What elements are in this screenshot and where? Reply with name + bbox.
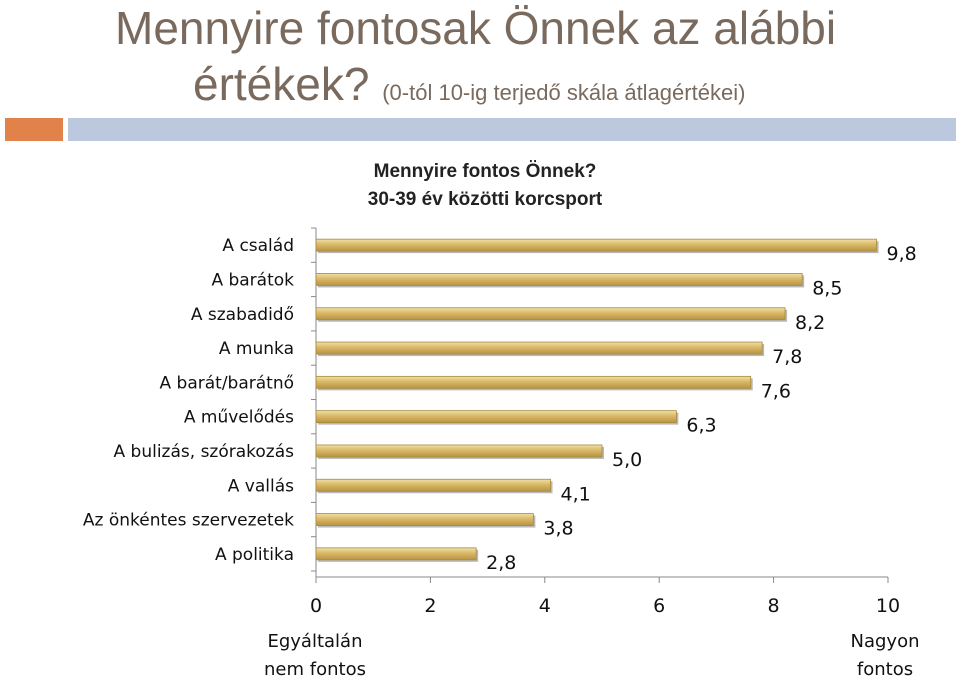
category-label: A vallás	[228, 476, 294, 496]
bar	[315, 238, 877, 252]
bar	[315, 547, 477, 561]
category-label: A bulizás, szórakozás	[114, 442, 295, 462]
bar	[315, 375, 752, 389]
value-label: 5,0	[612, 449, 642, 471]
title-line-1: Mennyire fontosak Önnek az alábbi	[115, 2, 837, 54]
value-label: 7,8	[772, 346, 802, 368]
title-question: értékek?	[193, 58, 370, 110]
category-label: A barátok	[211, 270, 294, 290]
value-label: 4,1	[561, 483, 591, 505]
bar	[315, 273, 803, 286]
category-label: A barát/barátnő	[160, 373, 295, 393]
bar	[315, 307, 786, 321]
category-label: A szabadidő	[191, 305, 294, 325]
bar	[315, 478, 551, 492]
category-label: A család	[222, 236, 294, 256]
title-subtitle: (0-tól 10-ig terjedő skála átlagértékei)	[382, 80, 746, 105]
axis-note-right: Nagyon fontos	[850, 631, 920, 680]
x-tick-label: 2	[424, 595, 436, 617]
category-label: A művelődés	[184, 408, 294, 428]
value-label: 3,8	[543, 518, 573, 540]
x-tick-label: 4	[539, 595, 551, 617]
category-label: A munka	[219, 339, 294, 359]
value-label: 2,8	[486, 552, 516, 574]
chart-title-block: Mennyire fontos Önnek? 30-39 év közötti …	[260, 158, 710, 214]
bar	[315, 444, 603, 458]
x-tick-label: 6	[653, 595, 665, 617]
title-line-2: értékek? (0-tól 10-ig terjedő skála átla…	[115, 56, 945, 121]
x-tick-label: 8	[768, 595, 780, 617]
value-label: 8,2	[795, 312, 825, 334]
page-title: Mennyire fontosak Önnek az alábbi értéke…	[115, 0, 945, 121]
bar	[315, 513, 534, 526]
chart-title: Mennyire fontos Önnek?	[373, 161, 597, 182]
value-label: 7,6	[761, 380, 791, 402]
value-label: 8,5	[812, 277, 842, 299]
axis-note-left: Egyáltalán nem fontos	[264, 631, 366, 680]
value-label: 9,8	[887, 243, 917, 265]
accent-bar-blue	[68, 118, 956, 141]
chart-subtitle: 30-39 év közötti korcsport	[367, 189, 603, 210]
value-label: 6,3	[686, 415, 716, 437]
x-tick-label: 10	[876, 595, 900, 617]
bar	[315, 410, 677, 424]
category-label: A politika	[215, 545, 294, 565]
x-tick-label: 0	[310, 595, 322, 617]
category-label: Az önkéntes szervezetek	[83, 511, 294, 531]
accent-bar-orange	[5, 118, 63, 141]
bar	[315, 341, 763, 355]
